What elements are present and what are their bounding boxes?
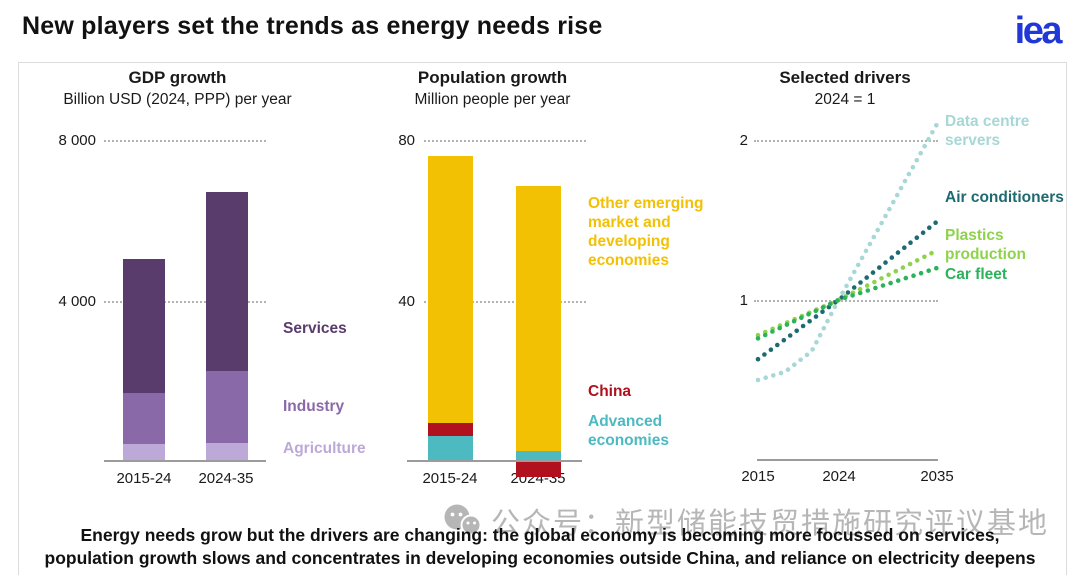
drivers-subtitle: 2024 = 1 [814, 91, 876, 108]
drivers-gridline-1 [754, 300, 938, 302]
population-gridline-40 [424, 301, 586, 303]
population-gridline-80 [424, 140, 586, 142]
bar-segment-advanced-economies-2024-35 [516, 451, 561, 461]
drivers-title: Selected drivers [779, 68, 911, 87]
gdp-category-2024-35: 2024-35 [198, 470, 254, 487]
bar-segment-china-2015-24 [428, 423, 473, 437]
population-subtitle: Million people per year [414, 91, 571, 108]
caption-line-2: population growth slows and concentrates… [44, 548, 1036, 568]
legend-car-fleet: Car fleet [945, 266, 1008, 283]
population-category-2015-24: 2015-24 [422, 470, 478, 487]
legend-advanced-economies: Advanced economies [588, 413, 669, 449]
caption: Energy needs grow but the drivers are ch… [30, 524, 1050, 570]
population-ytick-80: 80 [398, 132, 415, 149]
bar-segment-agriculture-2015-24 [123, 444, 165, 461]
gdp-title: GDP growth [128, 68, 227, 87]
watermark-text: 公众号：新型储能技贸措施研究评议基地 [491, 508, 1050, 540]
population-x-axis [407, 460, 582, 462]
drivers-gridline-2 [754, 140, 938, 142]
bar-segment-other-emerging-market-and-developing-economies-2024-35 [516, 185, 561, 451]
bar-segment-services-2024-35 [206, 191, 248, 371]
bar-segment-industry-2024-35 [206, 371, 248, 443]
legend-agriculture: Agriculture [283, 440, 366, 457]
population-title: Population growth [417, 68, 568, 87]
bar-segment-china-2024-35 [516, 461, 561, 477]
legend-industry: Industry [283, 398, 345, 415]
caption-line-1: Energy needs grow but the drivers are ch… [80, 525, 1000, 545]
legend-other-emde: Other emerging market and developing eco… [588, 195, 704, 269]
gdp-gridline-4000 [104, 301, 266, 303]
bar-segment-services-2015-24 [123, 259, 165, 393]
bar-segment-advanced-economies-2015-24 [428, 436, 473, 461]
gdp-category-2015-24: 2015-24 [116, 470, 172, 487]
legend-plastics-production: Plastics production [945, 227, 1026, 263]
bar-segment-agriculture-2024-35 [206, 443, 248, 461]
population-ytick-40: 40 [398, 293, 415, 310]
gdp-x-axis [104, 460, 266, 462]
gdp-ytick-8000: 8 000 [58, 132, 96, 149]
drivers-xtick-2035: 2035 [920, 468, 954, 485]
bar-segment-other-emerging-market-and-developing-economies-2015-24 [428, 155, 473, 423]
wechat-icon [444, 504, 482, 536]
drivers-xtick-2015: 2015 [741, 468, 775, 485]
drivers-ytick-1: 1 [739, 292, 748, 309]
drivers-xtick-2024: 2024 [822, 468, 856, 485]
watermark: 公众号：新型储能技贸措施研究评议基地 [443, 500, 1049, 542]
gdp-subtitle: Billion USD (2024, PPP) per year [63, 91, 292, 108]
legend-china: China [588, 383, 632, 400]
gdp-ytick-4000: 4 000 [58, 293, 96, 310]
page-title: New players set the trends as energy nee… [22, 12, 603, 40]
iea-logo: iea [1014, 10, 1063, 52]
bar-segment-industry-2015-24 [123, 392, 165, 445]
drivers-ytick-2: 2 [739, 132, 748, 149]
legend-air-conditioners: Air conditioners [945, 189, 1064, 206]
drivers-x-axis [757, 459, 938, 461]
legend-services: Services [283, 320, 347, 337]
legend-data-centre-servers: Data centre servers [945, 113, 1030, 149]
gdp-gridline-8000 [104, 140, 266, 142]
